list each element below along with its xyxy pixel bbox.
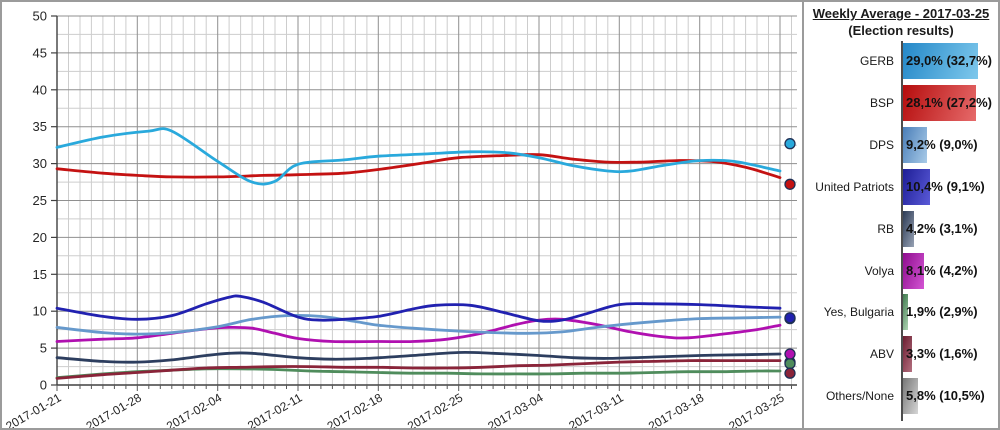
legend-party-label: RB [877, 221, 894, 236]
legend-party-bar [903, 169, 930, 205]
legend-party-label: BSP [869, 95, 894, 110]
x-axis-label: 2017-03-04 [485, 390, 545, 428]
y-axis-label: 35 [33, 119, 47, 134]
legend-party-label: Others/None [825, 389, 894, 404]
legend-party-bar [903, 336, 912, 372]
series-line-abv [55, 359, 782, 380]
election-dot-bsp [784, 178, 796, 190]
legend-title: Weekly Average - 2017-03-25 [812, 6, 990, 21]
series-line-volya [55, 317, 782, 344]
x-axis-label: 2017-03-18 [646, 390, 706, 428]
series-line-dps [55, 313, 782, 336]
series-line-bsp [55, 153, 782, 179]
series-line-gerb [55, 127, 782, 186]
election-dot-volya [784, 348, 796, 360]
legend-party-value: 5,8% (10,5%) [906, 388, 985, 403]
x-axis-label: 2017-02-25 [405, 390, 465, 428]
legend-party-value: 1,9% (2,9%) [906, 304, 978, 319]
y-axis-label: 50 [33, 9, 47, 24]
y-axis-label: 5 [40, 341, 47, 356]
y-axis-label: 30 [33, 156, 47, 171]
legend-party-value: 8,1% (4,2%) [906, 263, 978, 278]
legend-party-bar [903, 43, 978, 79]
legend-subtitle: (Election results) [848, 23, 954, 38]
x-axis-label: 2017-02-04 [164, 390, 224, 428]
legend-party-label: DPS [869, 137, 894, 152]
y-axis-label: 40 [33, 82, 47, 97]
election-dot-gerb [784, 138, 796, 150]
y-axis-label: 10 [33, 304, 47, 319]
legend-axis-line [901, 41, 903, 421]
legend-party-bar [903, 211, 914, 247]
legend-party-value: 9,2% (9,0%) [906, 137, 978, 152]
legend-panel: Weekly Average - 2017-03-25 (Election re… [802, 2, 998, 428]
y-axis-label: 45 [33, 45, 47, 60]
y-axis-label: 0 [40, 378, 47, 393]
legend-party-value: 28,1% (27,2%) [906, 95, 992, 110]
y-axis-label: 15 [33, 267, 47, 282]
series-line-rb [55, 350, 782, 364]
legend-party-value: 29,0% (32,7%) [906, 53, 992, 68]
legend-party-value: 3,3% (1,6%) [906, 346, 978, 361]
poll-trend-chart: 0 5 10 15 20 25 30 35 40 45 50 2017-01-21 2017-01-28… [3, 9, 797, 428]
legend-party-bar [903, 378, 918, 414]
x-axis-label: 2017-03-25 [726, 390, 786, 428]
legend-party-label: ABV [869, 347, 894, 362]
election-dot-yes-bulgaria [784, 357, 796, 370]
legend-party-label: Yes, Bulgaria [823, 305, 894, 320]
election-dot-abv [784, 367, 796, 379]
x-axis-label: 2017-02-18 [325, 390, 385, 428]
legend-party-label: Volya [864, 263, 894, 278]
x-axis-label: 2017-02-11 [245, 390, 305, 428]
y-axis-label: 20 [33, 230, 47, 245]
x-axis-label: 2017-01-21 [3, 390, 63, 428]
series-line-united-patriots [55, 294, 782, 323]
legend-party-bar [903, 294, 908, 330]
y-axis-label: 25 [33, 193, 47, 208]
legend-party-label: GERB [859, 54, 894, 68]
election-dot-united-patriots [784, 312, 796, 324]
legend-party-bar [903, 253, 924, 289]
legend-party-bar [903, 127, 927, 163]
legend-party-value: 4,2% (3,1%) [906, 221, 978, 236]
legend-party-value: 10,4% (9,1%) [906, 179, 985, 194]
x-axis-label: 2017-01-28 [84, 390, 144, 428]
legend-party-label: United Patriots [815, 179, 894, 194]
legend-party-bar [903, 85, 976, 121]
x-axis-label: 2017-03-11 [566, 390, 626, 428]
